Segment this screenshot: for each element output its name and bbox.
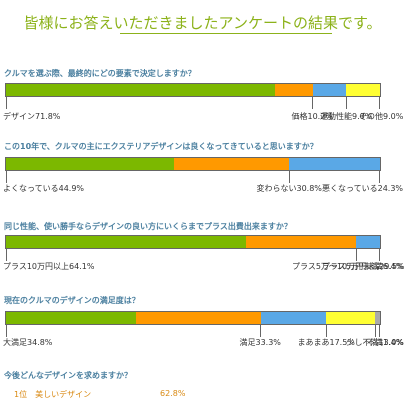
bar-leader-tick (6, 171, 7, 183)
bar-leader-tick (379, 97, 380, 109)
question-5-rank-1: 1位 美しいデザイン (14, 390, 92, 399)
bar-leader-tick (356, 249, 357, 261)
bar-value-label: 変わらない30.8% (256, 184, 322, 193)
bar-value-label: よくなっている44.9% (3, 184, 85, 193)
bar-leader-tick (379, 325, 380, 337)
question-2-title: この10年で、クルマの主にエクステリアデザインは良くなってきていると思いますか？ (4, 142, 318, 151)
question-3-title: 同じ性能、使い勝手ならデザインの良い方にいくらまでプラス出費出来ますか？ (4, 222, 292, 231)
bar-segment-よくなっている (6, 158, 174, 170)
bar-segment-価格 (274, 84, 313, 96)
bar-segment-プラス5万円未満 (356, 236, 380, 248)
bar-leader-tick (346, 97, 347, 109)
bar-leader-tick (260, 325, 261, 337)
bar-leader-tick (312, 97, 313, 109)
bar-leader-tick (6, 249, 7, 261)
bar-segment-まあまあ (260, 312, 327, 324)
bar-segment-悪くなっている (289, 158, 380, 170)
bar-segment-満足 (136, 312, 261, 324)
bar-value-label: 大満足34.8% (3, 338, 53, 347)
title-underline (120, 33, 332, 34)
bar-segment-大満足 (6, 312, 137, 324)
bar-value-label: 不満1.4% (367, 338, 404, 347)
question-1-bar (5, 83, 381, 97)
bar-leader-tick (6, 97, 7, 109)
bar-value-label: デザイン71.8% (3, 112, 61, 121)
bar-segment-デザイン (6, 84, 275, 96)
bar-leader-tick (289, 171, 290, 183)
bar-segment-プラス5万〜10万円未満 (245, 236, 357, 248)
question-5-rank-1-value: 62.8% (160, 389, 186, 398)
bar-value-label: 悪くなっている24.3% (322, 184, 404, 193)
bar-segment-少し不満 (326, 312, 375, 324)
bar-leader-tick (326, 325, 327, 337)
question-5-title: 今後どんなデザインを求めますか？ (4, 371, 132, 380)
bar-value-label: 少し不満13.0% (346, 338, 404, 347)
bar-segment-不満 (374, 312, 380, 324)
bar-value-label: その他9.0% (359, 112, 404, 121)
bar-leader-tick (379, 171, 380, 183)
bar-leader-tick (6, 325, 7, 337)
bar-segment-運動性能 (312, 84, 347, 96)
bar-value-label: プラス5万〜10万円未満29.5% (292, 262, 405, 271)
bar-value-label: 価格10.2% (291, 112, 333, 121)
bar-leader-tick (375, 325, 376, 337)
bar-value-label: プラス5万円未満6.4% (322, 262, 404, 271)
bar-segment-その他 (346, 84, 380, 96)
question-4-title: 現在のクルマのデザインの満足度は？ (4, 296, 140, 305)
question-4-bar (5, 311, 381, 325)
bar-segment-変わらない (173, 158, 290, 170)
bar-leader-tick (379, 249, 380, 261)
question-1-title: クルマを選ぶ際、最終的にどの要素で決定しますか？ (4, 69, 196, 78)
bar-value-label: 運動性能9.0% (320, 112, 373, 121)
bar-segment-プラス10万円以上 (6, 236, 246, 248)
bar-value-label: まあまあ17.5% (297, 338, 355, 347)
page-title: 皆様にお答えいただきましたアンケートの結果です。 (23, 14, 382, 32)
bar-value-label: プラス10万円以上64.1% (3, 262, 95, 271)
question-3-bar (5, 235, 381, 249)
question-2-bar (5, 157, 381, 171)
bar-value-label: 満足33.3% (239, 338, 281, 347)
